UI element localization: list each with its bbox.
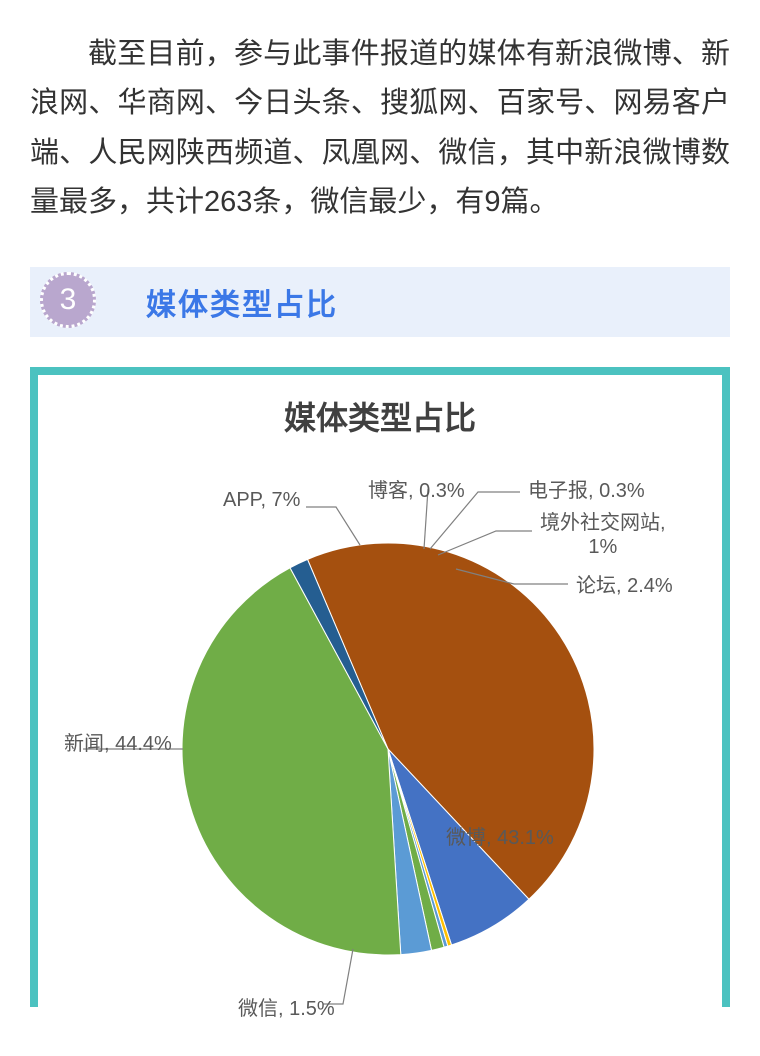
pie-label-电子报: 电子报, 0.3% [528,474,645,503]
pie-label-论坛: 论坛, 2.4% [576,569,673,598]
pie-label-APP: APP, 7% [223,489,300,512]
chart-frame: 媒体类型占比 新闻, 44.4% APP, 7% 博客, 0.3% 电子报, 0.3%… [30,367,730,1007]
pie-label-微信: 微信, 1.5% [238,992,335,1021]
section-header: 3 媒体类型占比 [30,267,730,337]
chart-title: 媒体类型占比 [48,393,712,439]
pie-chart: 新闻, 44.4% APP, 7% 博客, 0.3% 电子报, 0.3% 境外社交网站,… [48,449,728,1009]
pie-label-境外社交网站: 境外社交网站,1% [540,511,666,559]
intro-paragraph: 截至目前，参与此事件报道的媒体有新浪微博、新浪网、华商网、今日头条、搜狐网、百家… [30,30,730,227]
section-title: 媒体类型占比 [146,280,338,324]
leader-line [438,531,532,555]
pie-label-博客: 博客, 0.3% [368,474,465,503]
pie-label-微博: 微博, 43.1% [446,821,554,850]
pie-label-新闻: 新闻, 44.4% [64,727,172,756]
section-number-badge: 3 [40,272,96,328]
leader-line [306,507,360,545]
